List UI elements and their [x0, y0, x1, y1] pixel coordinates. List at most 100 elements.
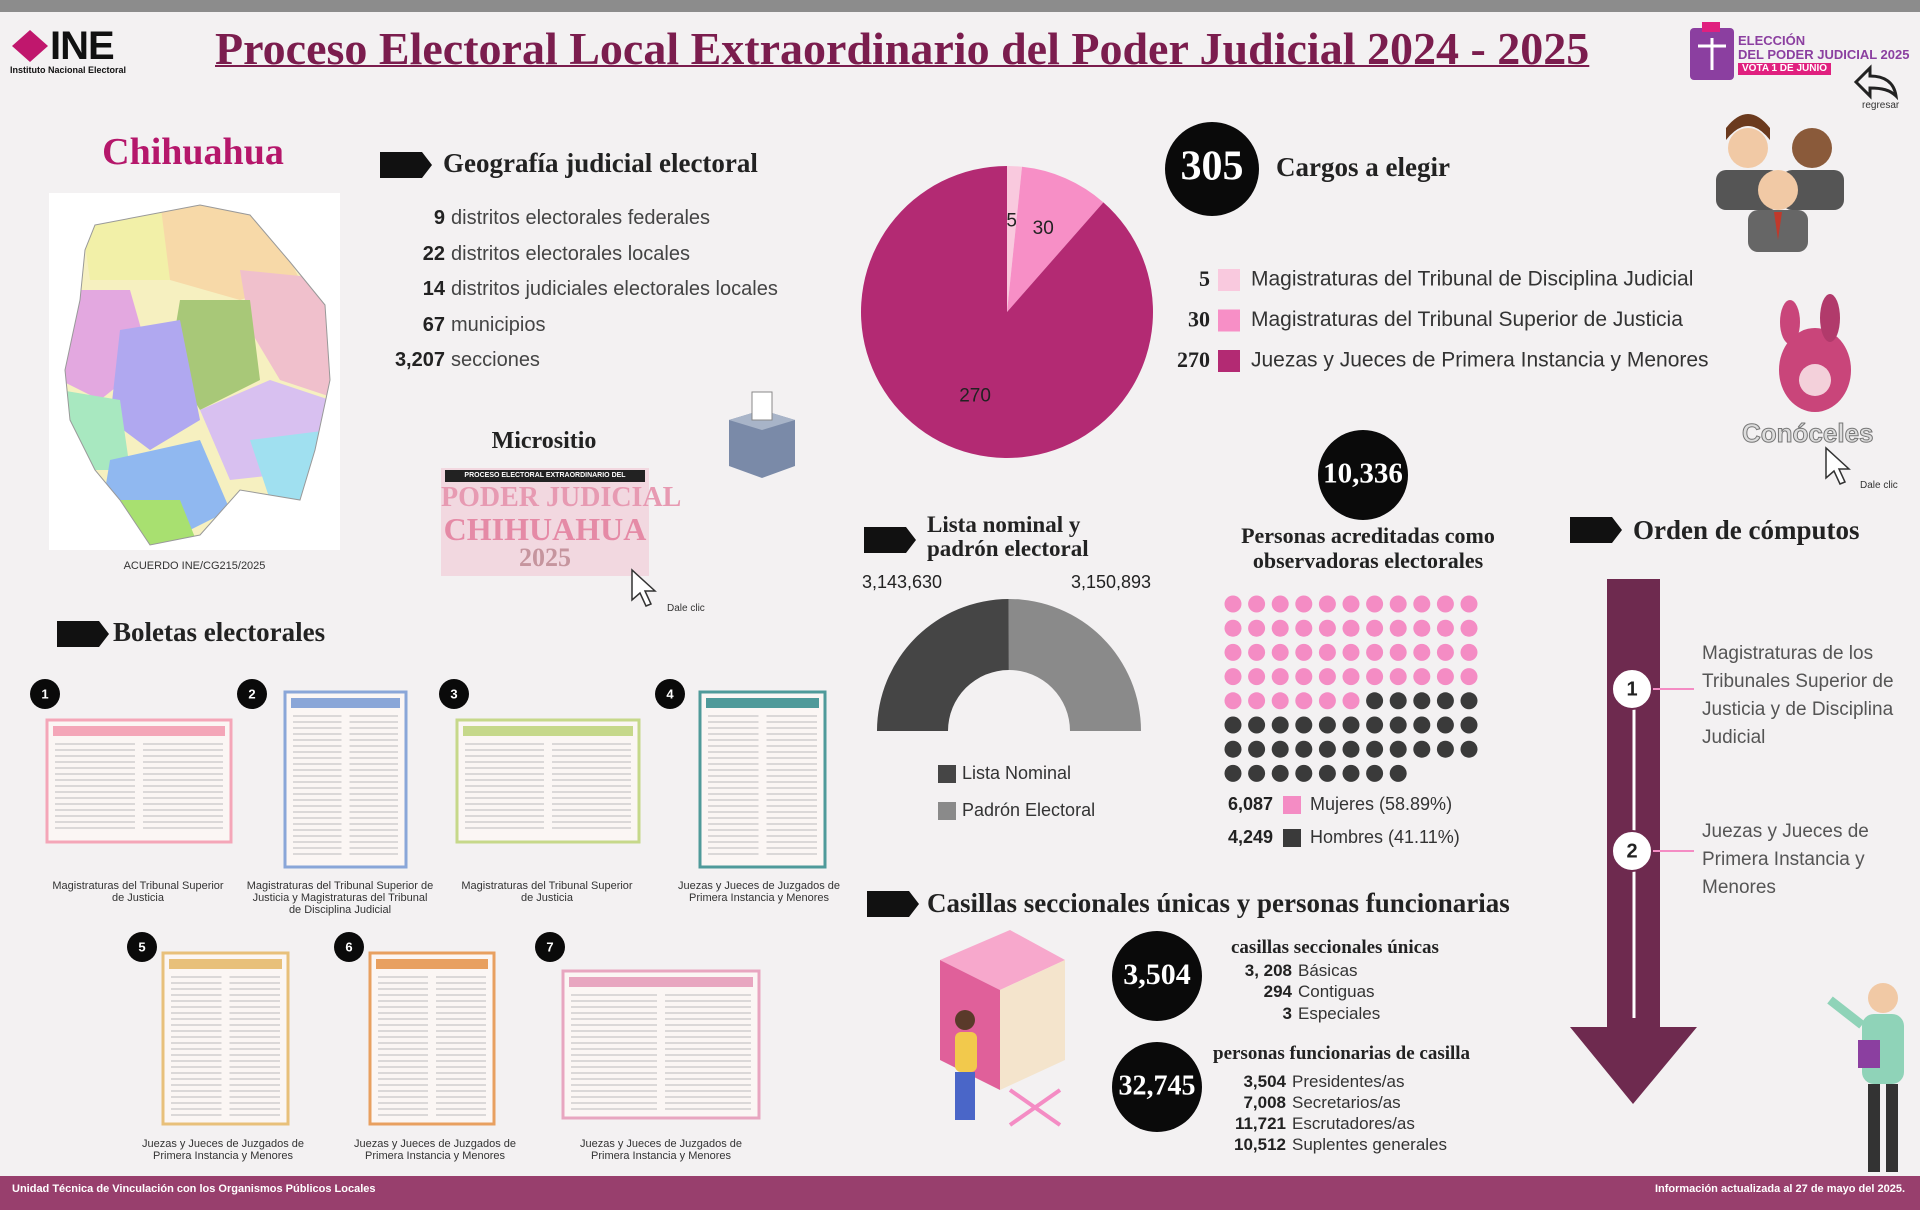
- section-title: Lista nominal y padrón electoral: [927, 512, 1089, 561]
- ballot-caption: Magistraturas del Tribunal Superior de J…: [246, 880, 434, 916]
- waffle-dot: [1389, 716, 1407, 734]
- ballot-image: [161, 951, 290, 1126]
- legend-value: 5: [1199, 266, 1210, 291]
- tie: [1774, 212, 1782, 240]
- waffle-dot: [1342, 668, 1360, 686]
- booth-leg: [1008, 1088, 1062, 1127]
- waffle-dot: [1342, 619, 1360, 637]
- waffle-dot: [1224, 643, 1242, 661]
- ballot-caption: Juezas y Jueces de Juzgados de Primera I…: [353, 1138, 517, 1162]
- legend-value: 270: [1177, 347, 1210, 372]
- waffle-dot: [1460, 619, 1478, 637]
- waffle-dot: [1436, 595, 1454, 613]
- list-number: 11,721: [1234, 1114, 1286, 1134]
- waffle-dot: [1295, 692, 1313, 710]
- list-label: distritos judiciales electorales locales: [451, 278, 778, 301]
- waffle-dot: [1318, 692, 1336, 710]
- ballot-number-badge: [30, 679, 60, 709]
- click-hint: Dale clic: [667, 603, 705, 614]
- section-title: Boletas electorales: [113, 617, 326, 647]
- state-outline: [64, 204, 331, 546]
- section-title: Personas acreditadas como observadoras e…: [1241, 523, 1495, 573]
- back-arrow[interactable]: [1853, 64, 1899, 101]
- conoceles-icon[interactable]: [1779, 294, 1851, 412]
- legend-label: Magistraturas del Tribunal Superior de J…: [1251, 308, 1683, 331]
- waffle-dot: [1389, 668, 1407, 686]
- waffle-dot: [1366, 740, 1384, 758]
- donut-label: 3,150,893: [1071, 572, 1151, 592]
- ballot-header: [463, 726, 633, 736]
- finger: [1820, 294, 1840, 342]
- waffle-dot: [1248, 595, 1266, 613]
- waffle-dot: [1295, 619, 1313, 637]
- waffle-dot: [1248, 692, 1266, 710]
- waffle-dot: [1295, 764, 1313, 782]
- section-title: Geografía judicial electoral: [443, 148, 758, 178]
- list-number: 3,207: [394, 349, 445, 372]
- pie-label: 270: [959, 386, 991, 407]
- leg: [1886, 1084, 1898, 1172]
- waffle-dot: [1436, 740, 1454, 758]
- waffle-dot: [1318, 619, 1336, 637]
- list-label: Presidentes/as: [1292, 1071, 1405, 1091]
- footer-left: Unidad Técnica de Vinculación con los Or…: [12, 1183, 376, 1195]
- list-number: 10,512: [1234, 1135, 1286, 1155]
- step-circle: [1611, 668, 1653, 710]
- banner-line[interactable]: PROCESO ELECTORAL EXTRAORDINARIO DEL: [464, 472, 626, 479]
- legend-swatch: [1283, 796, 1301, 814]
- click-hint: Dale clic: [1860, 480, 1898, 491]
- step-label: Magistraturas de los Tribunales Superior…: [1702, 643, 1894, 748]
- list-label: Básicas: [1298, 960, 1358, 980]
- page-title: Proceso Electoral Local Extraordinario d…: [215, 23, 1590, 74]
- waffle-dot: [1460, 740, 1478, 758]
- legend-label: Mujeres (58.89%): [1310, 794, 1452, 814]
- top-bar: [0, 0, 1920, 12]
- banner-line[interactable]: CHIHUAHUA: [443, 511, 647, 547]
- list-label: Secretarios/as: [1292, 1092, 1401, 1112]
- step-number: 2: [1626, 840, 1637, 862]
- list-label: municipios: [451, 313, 546, 336]
- waffle-dot: [1295, 595, 1313, 613]
- people-icon: [1716, 114, 1844, 252]
- waffle-dot: [1413, 668, 1431, 686]
- badge-top: [1702, 22, 1720, 32]
- legend-label: Padrón Electoral: [962, 800, 1095, 820]
- ballot-caption: Juezas y Jueces de Juzgados de Primera I…: [579, 1138, 743, 1162]
- waffle-dot: [1342, 643, 1360, 661]
- badge-line: ELECCIÓN: [1738, 33, 1806, 48]
- waffle-dot: [1366, 692, 1384, 710]
- ballot-number: 1: [41, 686, 48, 701]
- donut-segment: [877, 599, 1009, 731]
- waffle-dot: [1366, 668, 1384, 686]
- waffle-dot: [1460, 643, 1478, 661]
- waffle-dot: [1389, 595, 1407, 613]
- list-label: Contiguas: [1298, 982, 1375, 1001]
- waffle-dot: [1248, 740, 1266, 758]
- waffle-dot: [1460, 668, 1478, 686]
- waffle-dot: [1248, 619, 1266, 637]
- banner-line[interactable]: PODER JUDICIAL: [441, 482, 682, 513]
- waffle-dot: [1413, 740, 1431, 758]
- microsite-banner[interactable]: [441, 468, 649, 576]
- list-label: Escrutadores/as: [1292, 1114, 1415, 1134]
- waffle-dot: [1413, 619, 1431, 637]
- waffle-dot: [1389, 764, 1407, 782]
- waffle-dot: [1224, 716, 1242, 734]
- waffle-dot: [1342, 595, 1360, 613]
- back-link[interactable]: regresar: [1862, 100, 1900, 111]
- cursor-icon: [631, 568, 657, 607]
- ballot-number-badge: [237, 679, 267, 709]
- banner-line[interactable]: 2025: [519, 543, 571, 572]
- total-badge: [1112, 931, 1202, 1021]
- booth-top: [940, 930, 1065, 990]
- list-number: 67: [422, 313, 445, 336]
- ballot-header: [376, 959, 488, 969]
- booth-illustration: [940, 930, 1065, 1127]
- conoceles-link[interactable]: Conóceles: [1742, 418, 1874, 449]
- waffle-dot: [1342, 740, 1360, 758]
- ballot-number-badge: [535, 932, 565, 962]
- waffle-dot: [1413, 716, 1431, 734]
- waffle-dot: [1436, 692, 1454, 710]
- folder: [1858, 1040, 1880, 1068]
